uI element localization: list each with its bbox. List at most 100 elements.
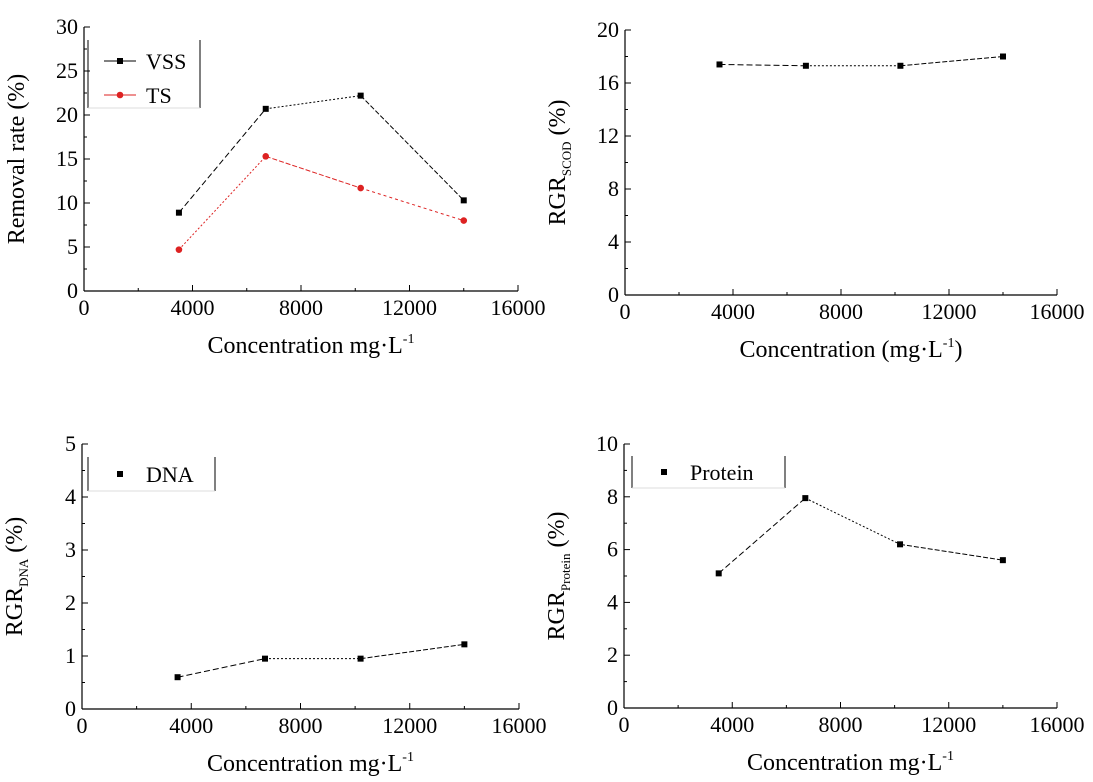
x-axis-label-superscript: -1 [943,336,955,351]
y-tick-label: 1 [65,643,76,668]
x-axis-label-main: Concentration mg·L [208,333,403,359]
series-segment [719,63,806,67]
x-tick-label: 0 [77,713,88,738]
x-tick-label: 16000 [1030,299,1085,324]
y-axis-label: RGRSCOD (%) [545,99,574,225]
x-tick-label: 12000 [922,299,977,324]
series-segment [178,108,267,214]
y-axis-label-main: RGR [2,587,28,636]
x-tick-label: 8000 [819,712,863,737]
y-axis-label-suffix: (%) [545,99,571,141]
x-tick-label: 0 [620,299,631,324]
series-segment [265,95,361,110]
y-tick-label: 0 [607,695,618,720]
x-axis-label: Concentration mg·L-1 [207,750,414,777]
x-tick-label: 16000 [1030,712,1085,737]
x-axis-label: Concentration (mg·L-1) [740,336,963,363]
data-point [461,641,468,648]
y-axis-label-main: RGR [544,591,570,640]
legend-label: TS [146,83,172,108]
legend-marker [117,58,123,64]
legend-marker [116,91,124,99]
y-tick-label: 15 [56,146,78,171]
x-tick-label: 8000 [279,713,323,738]
data-point [715,570,722,577]
y-axis-label: RGRProtein (%) [544,512,573,641]
chart-panel-1: 0 4000 8000 12000 16000 0 5 10 15 20 25 30 Concentra… [4,14,546,359]
x-axis-label: Concentration mg·L-1 [208,332,415,359]
data-point [716,61,723,68]
data-point [460,197,467,204]
legend-label: Protein [690,460,754,485]
x-tick-label: 16000 [492,713,547,738]
x-axis-label-main: Concentration (mg·L [740,337,943,363]
y-axis-label-subscript: Protein [558,553,573,591]
x-tick-label: 4000 [710,712,754,737]
y-axis-label-suffix: (%) [544,512,570,554]
x-tick-label: 0 [619,712,630,737]
data-point [357,184,364,192]
x-tick-label: 8000 [279,295,323,320]
series-segment [177,658,266,678]
x-tick-label: 4000 [171,295,215,320]
y-tick-label: 10 [596,431,618,456]
data-point [1000,53,1006,60]
series-segment [360,95,465,201]
series-segment [360,643,465,660]
y-tick-label: 0 [65,696,76,721]
legend-label: DNA [146,462,194,487]
legend-marker [661,469,667,475]
data-point [174,674,181,681]
series-segment [718,497,806,574]
x-axis-label: Concentration mg·L-1 [747,749,954,776]
x-tick-label: 12000 [921,712,976,737]
y-tick-label: 25 [56,58,78,83]
y-axis-label-suffix: (%) [2,517,28,559]
data-point [897,541,904,548]
x-axis-label-main: Concentration mg·L [747,750,942,776]
y-tick-label: 8 [608,176,619,201]
y-tick-label: 2 [65,590,76,615]
y-axis-label: Removal rate (%) [4,74,30,245]
y-axis-label: RGRDNA (%) [2,517,31,637]
series-segment [899,543,1003,561]
series-segment [805,497,901,545]
chart-panel-2: 0 4000 8000 12000 16000 0 4 8 12 16 20 Concentratio… [545,17,1085,363]
x-tick-label: 0 [79,295,90,320]
legend: DNA [87,457,216,492]
data-point [802,62,809,69]
data-point [357,92,364,99]
chart-panel-4: 0 4000 8000 12000 16000 0 2 4 6 8 10 Concentration … [544,431,1085,776]
y-tick-label: 20 [597,17,619,42]
x-tick-label: 12000 [382,713,437,738]
y-tick-label: 4 [607,589,618,614]
y-tick-label: 3 [65,537,76,562]
x-axis-label-superscript: -1 [402,750,414,765]
y-axis-label-main: Removal rate (%) [4,74,30,245]
data-point [262,153,270,160]
y-axis-label-main: RGR [545,176,571,225]
x-tick-label: 4000 [711,299,755,324]
y-tick-label: 5 [67,234,78,259]
series-segment [265,155,361,189]
x-tick-label: 8000 [819,299,863,324]
data-point [175,209,182,216]
legend: VSS TS [87,40,201,109]
y-tick-label: 30 [56,14,78,39]
legend-marker [117,471,123,477]
legend: Protein [631,456,786,489]
data-point [999,557,1006,564]
x-axis-label-suffix: ) [954,337,962,363]
legend-label: VSS [146,49,186,74]
y-tick-label: 5 [65,431,76,456]
y-tick-label: 12 [597,123,619,148]
y-axis-label-subscript: SCOD [559,141,574,176]
x-tick-label: 16000 [491,295,546,320]
y-tick-label: 0 [67,278,78,303]
data-point [897,62,904,69]
data-point [802,495,809,502]
x-axis-label-main: Concentration mg·L [207,751,402,777]
y-axis-label-subscript: DNA [16,558,31,587]
series-segment [900,56,1004,67]
